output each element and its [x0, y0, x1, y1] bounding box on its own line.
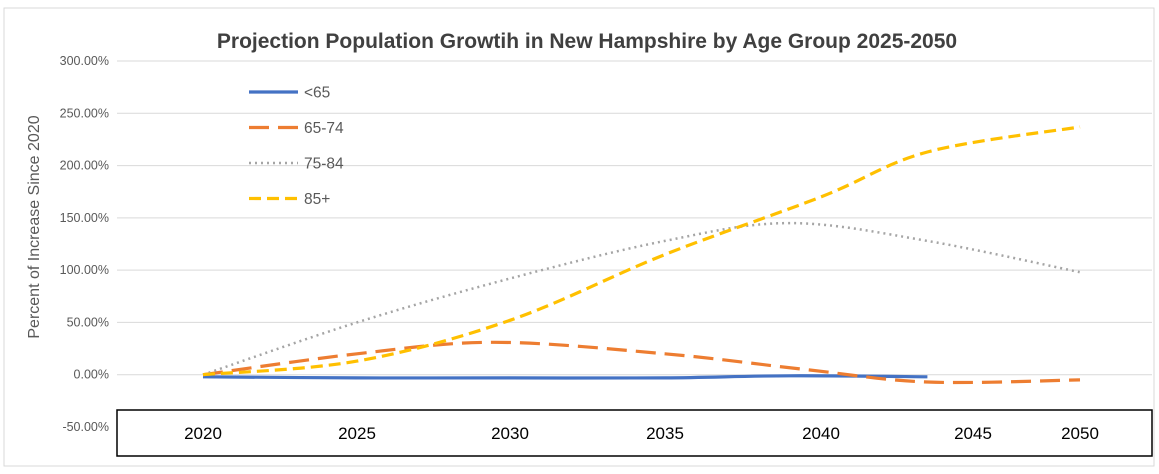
series-line-0	[202, 374, 928, 380]
legend-label: <65	[304, 85, 330, 102]
legend-label: 75-84	[304, 156, 344, 173]
x-tick-label: 2040	[802, 424, 840, 443]
y-tick-label: 50.00%	[67, 315, 109, 329]
y-tick-label: -50.00%	[62, 420, 109, 434]
series-line-1	[202, 340, 1081, 385]
y-tick-label: 0.00%	[74, 368, 109, 382]
chart-title: Projection Population Growtih in New Ham…	[217, 30, 957, 53]
gridlines	[117, 60, 1152, 428]
x-tick-label: 2030	[491, 424, 529, 443]
y-tick-label: 250.00%	[60, 106, 109, 120]
series-lines	[202, 125, 1081, 385]
x-tick-label: 2025	[338, 424, 376, 443]
x-tick-labels: 2020 2025 2030 2035 2040 2045 2050	[184, 424, 1099, 443]
legend-label: 85+	[304, 191, 330, 208]
series-line-3	[202, 125, 1081, 377]
y-tick-label: 200.00%	[60, 159, 109, 173]
x-tick-label: 2035	[646, 424, 684, 443]
x-tick-label: 2045	[954, 424, 992, 443]
y-tick-label: 300.00%	[60, 54, 109, 68]
y-tick-label: 150.00%	[60, 211, 109, 225]
x-tick-label: 2020	[184, 424, 222, 443]
y-axis-label: Percent of Increase Since 2020	[26, 115, 43, 338]
legend-label: 65-74	[304, 120, 344, 137]
y-tick-labels: 300.00% 250.00% 200.00% 150.00% 100.00% 50.00…	[60, 54, 109, 434]
y-tick-label: 100.00%	[60, 263, 109, 277]
chart-border	[3, 7, 1155, 467]
x-axis-box	[116, 409, 1153, 457]
x-tick-label: 2050	[1061, 424, 1099, 443]
series-line-2	[202, 221, 1081, 376]
legend: <65 65-74 75-84 85+	[249, 85, 344, 208]
